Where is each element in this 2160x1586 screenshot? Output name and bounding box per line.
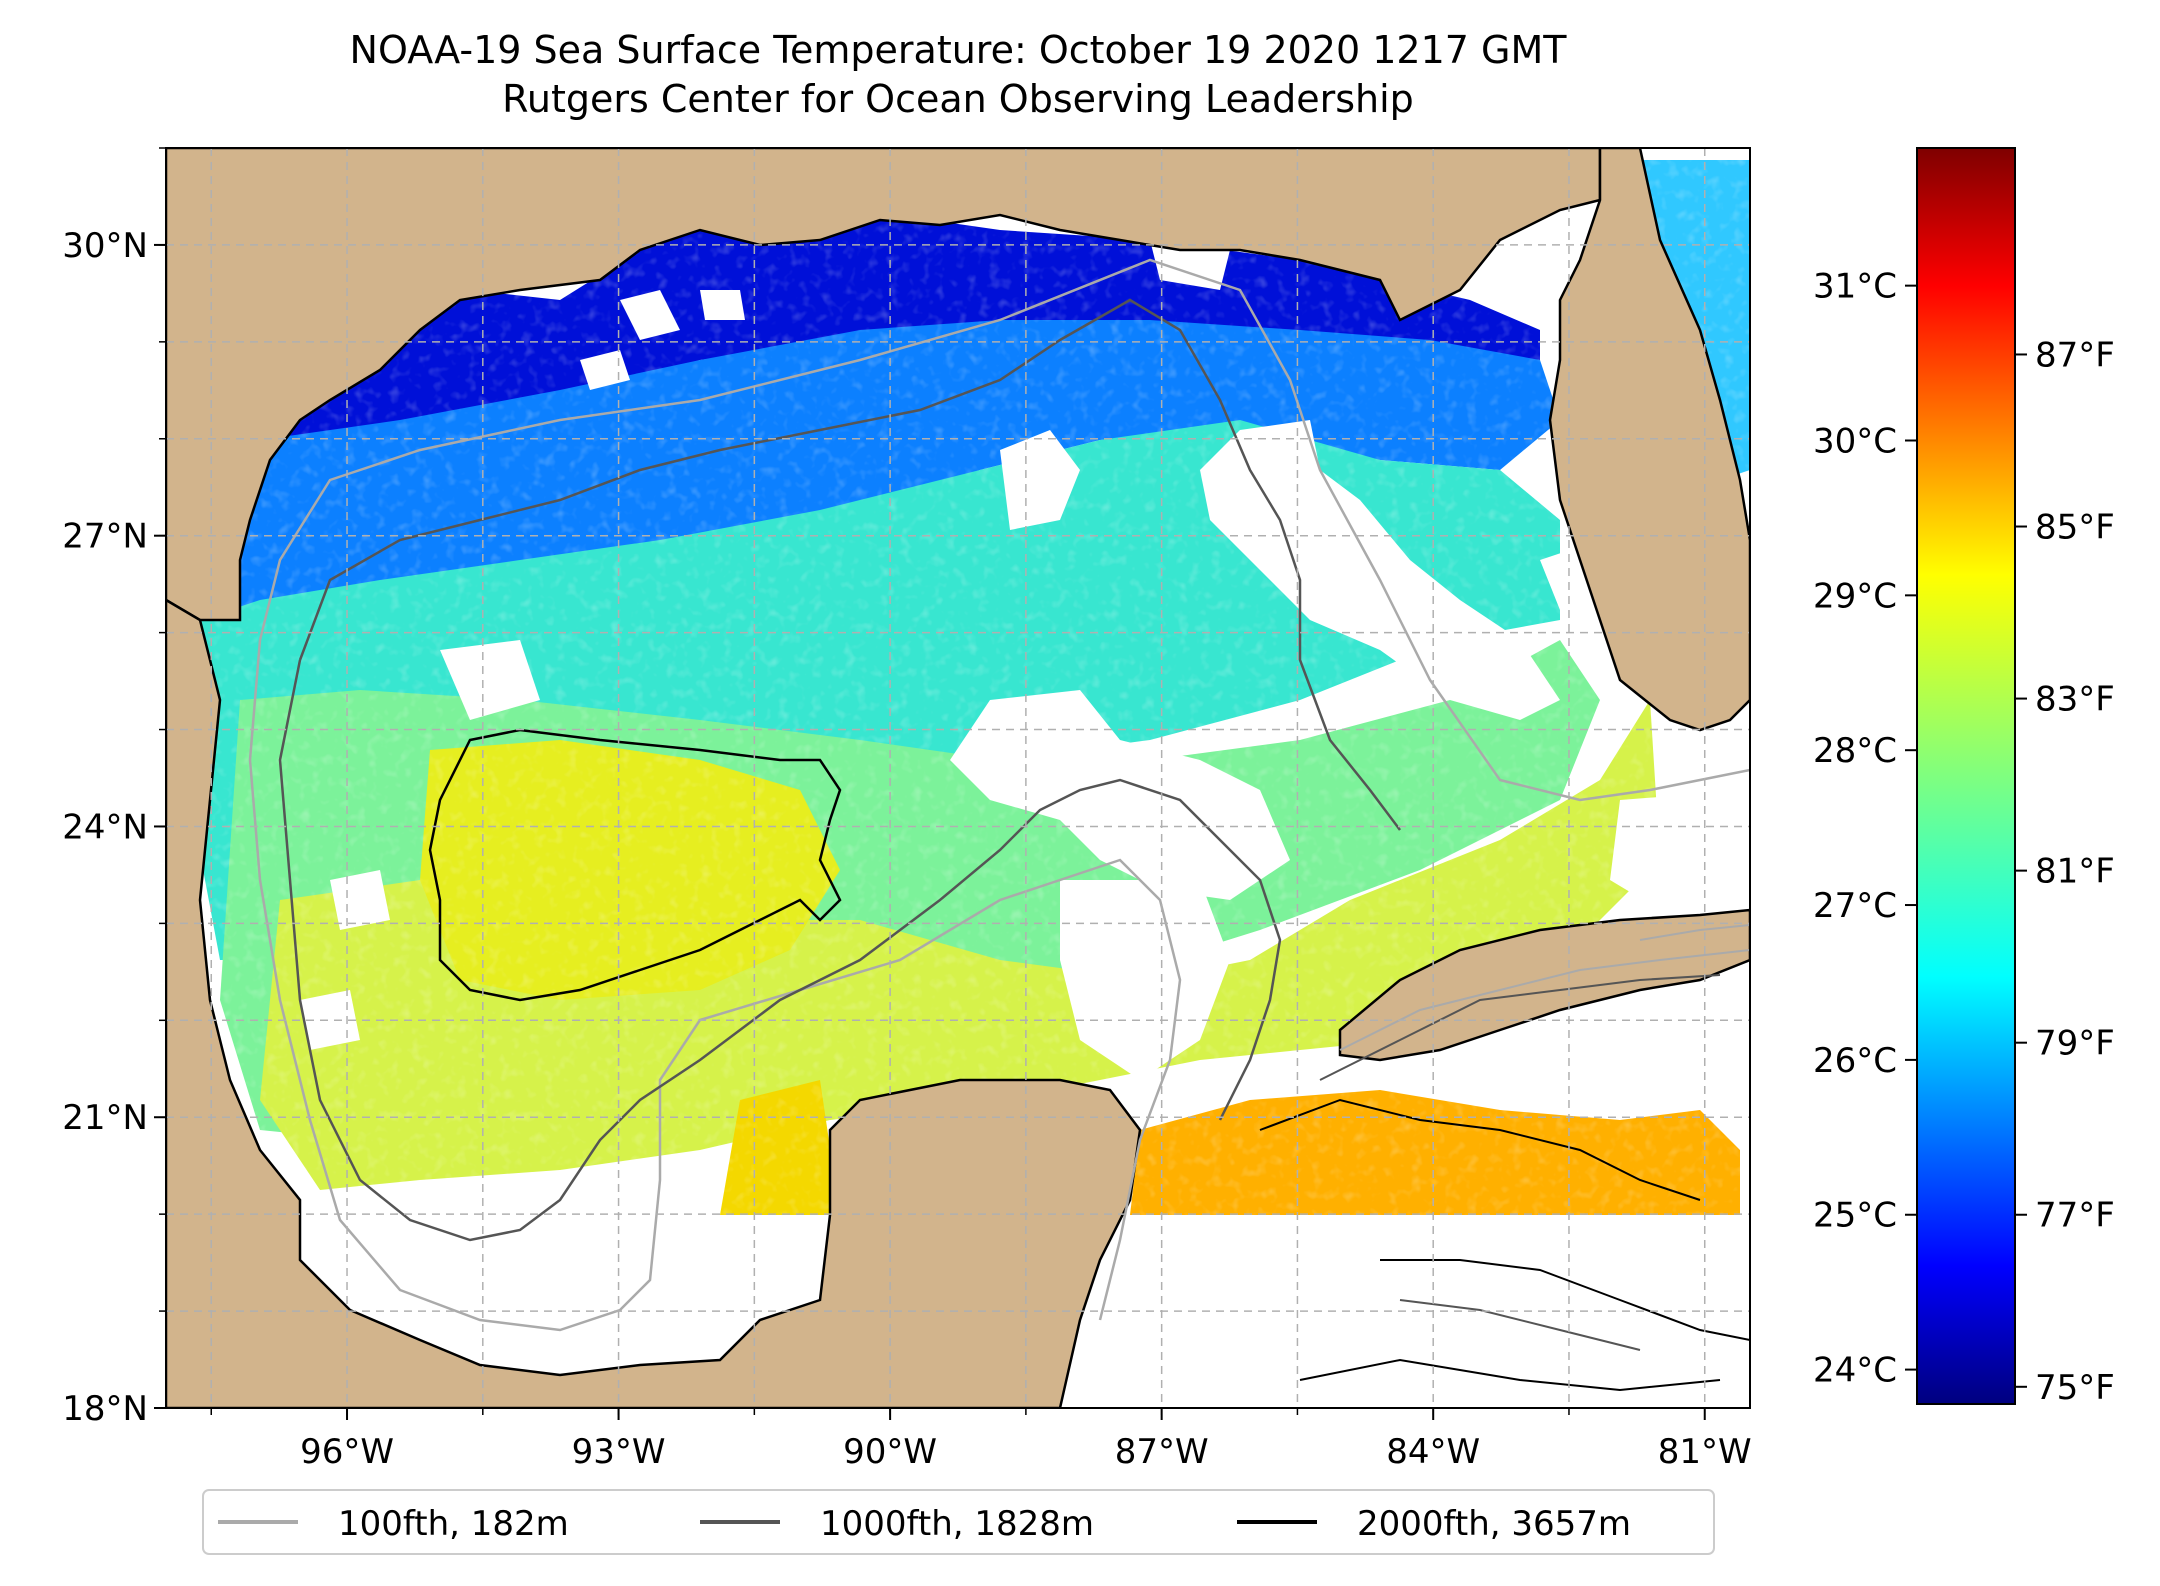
colorbar-fahrenheit-label: 85°F <box>2035 508 2115 548</box>
map-panel <box>166 148 1750 1408</box>
colorbar-fahrenheit-label: 79°F <box>2035 1024 2115 1064</box>
legend-label-100fth: 100fth, 182m <box>338 1504 569 1544</box>
lon-tick-label: 93°W <box>572 1432 666 1472</box>
legend-label-1000fth: 1000fth, 1828m <box>820 1504 1094 1544</box>
land-cuba <box>1338 908 1750 1062</box>
longitude-axis: 96°W 93°W 90°W 87°W 84°W 81°W <box>210 1408 1752 1472</box>
bathymetry-legend: 100fth, 182m 1000fth, 1828m 2000fth, 365… <box>202 1489 1715 1555</box>
contour-1000fth-caribbean <box>1319 974 1721 1351</box>
contour-2000fth-caribbean <box>1259 1098 1750 1392</box>
colorbar-fahrenheit-axis: 75°F 77°F 79°F 81°F 83°F 85°F 87°F <box>2015 335 2115 1408</box>
legend-label-2000fth: 2000fth, 3657m <box>1357 1504 1631 1544</box>
contour-100fth <box>248 258 1750 1332</box>
lon-tick-label: 84°W <box>1386 1432 1480 1472</box>
colorbar-celsius-axis: 24°C 25°C 26°C 27°C 28°C 29°C 30°C 31°C <box>1813 267 1917 1391</box>
lat-tick-label: 27°N <box>62 517 148 557</box>
colorbar-fahrenheit-label: 77°F <box>2035 1196 2115 1236</box>
colorbar-gradient <box>1916 147 2016 1405</box>
map-frame <box>165 147 1751 1409</box>
lon-tick-label: 81°W <box>1658 1432 1752 1472</box>
colorbar-celsius-label: 28°C <box>1813 731 1897 771</box>
colorbar-fahrenheit-label: 75°F <box>2035 1368 2115 1408</box>
colorbar-celsius-label: 29°C <box>1813 576 1897 616</box>
lat-tick-label: 18°N <box>62 1389 148 1429</box>
land-us-gulf-coast <box>166 148 1602 622</box>
contour-100fth-caribbean <box>1339 924 1750 1051</box>
title-line-2: Rutgers Center for Ocean Observing Leade… <box>502 77 1414 121</box>
colorbar-celsius-label: 25°C <box>1813 1196 1897 1236</box>
colorbar-celsius-label: 24°C <box>1813 1351 1897 1391</box>
lat-tick-label: 21°N <box>62 1098 148 1138</box>
lon-tick-label: 87°W <box>1115 1432 1209 1472</box>
colorbar-celsius-label: 30°C <box>1813 421 1897 461</box>
lat-tick-label: 24°N <box>62 807 148 847</box>
contour-2000fth <box>428 728 842 1002</box>
lon-tick-label: 90°W <box>843 1432 937 1472</box>
title-line-1: NOAA-19 Sea Surface Temperature: October… <box>350 28 1568 72</box>
legend-frame <box>202 1489 1715 1555</box>
colorbar-fahrenheit-label: 83°F <box>2035 680 2115 720</box>
lat-tick-label: 30°N <box>62 226 148 266</box>
colorbar-fahrenheit-label: 81°F <box>2035 852 2115 892</box>
colorbar-celsius-label: 26°C <box>1813 1041 1897 1081</box>
lon-tick-label: 96°W <box>300 1432 394 1472</box>
gridlines <box>166 148 1750 1408</box>
latitude-axis: 18°N 21°N 24°N 27°N 30°N <box>62 147 166 1429</box>
colorbar-celsius-label: 27°C <box>1813 886 1897 926</box>
colorbar-celsius-label: 31°C <box>1813 267 1897 307</box>
colorbar-fahrenheit-label: 87°F <box>2035 335 2115 375</box>
land-mexico-east <box>166 598 1142 1408</box>
